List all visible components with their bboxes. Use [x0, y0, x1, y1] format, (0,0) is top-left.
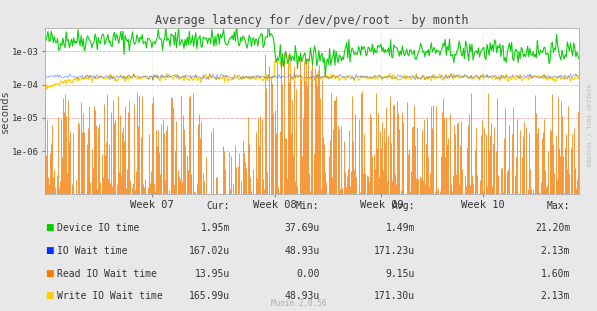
- Text: Max:: Max:: [547, 201, 570, 211]
- Text: 48.93u: 48.93u: [284, 291, 319, 301]
- Text: 1.49m: 1.49m: [386, 223, 415, 233]
- Text: Device IO time: Device IO time: [57, 223, 139, 233]
- Title: Average latency for /dev/pve/root - by month: Average latency for /dev/pve/root - by m…: [155, 14, 469, 27]
- Text: 171.23u: 171.23u: [374, 246, 415, 256]
- Text: 171.30u: 171.30u: [374, 291, 415, 301]
- Text: Avg:: Avg:: [392, 201, 415, 211]
- Text: 21.20m: 21.20m: [535, 223, 570, 233]
- Text: 0.00: 0.00: [296, 269, 319, 279]
- Text: ■: ■: [45, 246, 53, 255]
- Text: 167.02u: 167.02u: [189, 246, 230, 256]
- Text: RRDTOOL / TOBI OETIKER: RRDTOOL / TOBI OETIKER: [587, 83, 592, 166]
- Text: 13.95u: 13.95u: [195, 269, 230, 279]
- Text: IO Wait time: IO Wait time: [57, 246, 127, 256]
- Text: Read IO Wait time: Read IO Wait time: [57, 269, 156, 279]
- Text: 2.13m: 2.13m: [541, 291, 570, 301]
- Text: Min:: Min:: [296, 201, 319, 211]
- Text: 37.69u: 37.69u: [284, 223, 319, 233]
- Y-axis label: seconds: seconds: [0, 89, 10, 133]
- Text: 48.93u: 48.93u: [284, 246, 319, 256]
- Text: Cur:: Cur:: [207, 201, 230, 211]
- Text: Write IO Wait time: Write IO Wait time: [57, 291, 162, 301]
- Text: ■: ■: [45, 223, 53, 232]
- Text: 165.99u: 165.99u: [189, 291, 230, 301]
- Text: 2.13m: 2.13m: [541, 246, 570, 256]
- Text: 1.95m: 1.95m: [201, 223, 230, 233]
- Text: 1.60m: 1.60m: [541, 269, 570, 279]
- Text: ■: ■: [45, 269, 53, 278]
- Text: ■: ■: [45, 291, 53, 300]
- Text: 9.15u: 9.15u: [386, 269, 415, 279]
- Text: Munin 2.0.56: Munin 2.0.56: [271, 299, 326, 308]
